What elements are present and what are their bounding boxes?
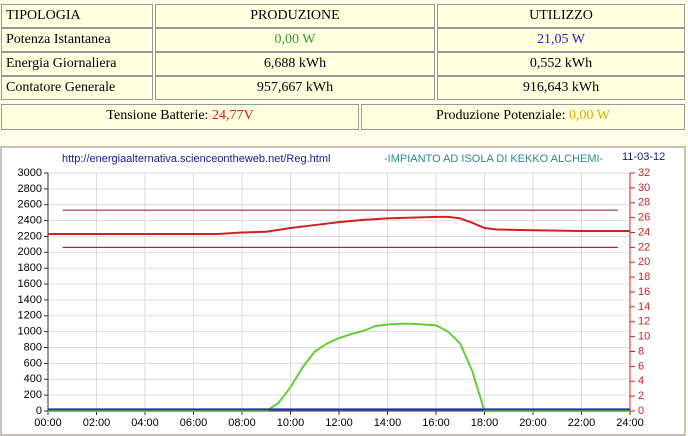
x-tick-label: 12:00 xyxy=(325,417,353,429)
chart-title: -IMPIANTO AD ISOLA DI KEKKO ALCHEMI- xyxy=(384,153,604,165)
y2-tick-label: 10 xyxy=(638,331,650,343)
y2-tick-label: 8 xyxy=(638,345,644,357)
y-tick-label: 3000 xyxy=(18,167,42,179)
text: Energia Giornaliera xyxy=(6,56,117,71)
text: 6,688 kWh xyxy=(263,56,327,71)
summary-cell: Produzione Potenziale: 0,00 W xyxy=(361,104,685,130)
y2-tick-label: 24 xyxy=(638,226,650,238)
x-tick-label: 20:00 xyxy=(519,417,547,429)
x-tick-label: 00:00 xyxy=(34,417,62,429)
x-tick-label: 02:00 xyxy=(83,417,111,429)
y-tick-label: 0 xyxy=(36,405,42,417)
table-cell: Energia Giornaliera xyxy=(1,52,153,76)
text: 21,05 W xyxy=(537,32,585,47)
text: PRODUZIONE xyxy=(250,8,340,23)
y2-tick-label: 6 xyxy=(638,360,644,372)
table-cell: 916,643 kWh xyxy=(437,76,685,100)
x-tick-label: 04:00 xyxy=(131,417,159,429)
chart-frame xyxy=(0,146,686,436)
table-cell: Potenza Istantanea xyxy=(1,28,153,52)
y-tick-label: 1800 xyxy=(18,262,42,274)
x-tick-label: 18:00 xyxy=(471,417,499,429)
x-tick-label: 06:00 xyxy=(180,417,208,429)
header-cell: UTILIZZO xyxy=(437,4,685,28)
text: 0,552 kWh xyxy=(529,56,593,71)
y-tick-label: 2200 xyxy=(18,230,42,242)
y2-tick-label: 0 xyxy=(638,405,644,417)
y-tick-label: 400 xyxy=(24,373,42,385)
y-tick-label: 600 xyxy=(24,357,42,369)
y2-tick-label: 12 xyxy=(638,316,650,328)
text: 916,643 kWh xyxy=(522,80,600,95)
chart: http://energiaalternativa.scienceonthewe… xyxy=(0,146,686,436)
y2-tick-label: 30 xyxy=(638,182,650,194)
y-tick-label: 2600 xyxy=(18,199,42,211)
text: 0,00 W xyxy=(274,32,316,47)
text: 0,00 W xyxy=(569,108,610,123)
y2-tick-label: 16 xyxy=(638,286,650,298)
y2-tick-label: 20 xyxy=(638,256,650,268)
x-tick-label: 10:00 xyxy=(277,417,305,429)
y2-tick-label: 26 xyxy=(638,212,650,224)
y-tick-label: 1200 xyxy=(18,310,42,322)
y2-tick-label: 32 xyxy=(638,167,650,179)
text: 24,77V xyxy=(211,108,254,123)
header-cell: PRODUZIONE xyxy=(155,4,435,28)
text: Contatore Generale xyxy=(6,80,116,95)
x-tick-label: 24:00 xyxy=(616,417,644,429)
x-tick-label: 08:00 xyxy=(228,417,256,429)
y2-tick-label: 14 xyxy=(638,301,650,313)
url: http://energiaalternativa.scienceonthewe… xyxy=(62,153,330,165)
table-cell: 0,552 kWh xyxy=(437,52,685,76)
y-tick-label: 200 xyxy=(24,389,42,401)
summary-cell: Tensione Batterie: 24,77V xyxy=(1,104,359,130)
y-tick-label: 1600 xyxy=(18,278,42,290)
y2-tick-label: 18 xyxy=(638,271,650,283)
x-tick-label: 16:00 xyxy=(422,417,450,429)
table-cell: 21,05 W xyxy=(437,28,685,52)
y2-tick-label: 28 xyxy=(638,197,650,209)
y2-tick-label: 22 xyxy=(638,241,650,253)
text: Produzione Potenziale: xyxy=(436,108,569,123)
y2-tick-label: 4 xyxy=(638,375,644,387)
y-tick-label: 1400 xyxy=(18,294,42,306)
y-tick-label: 800 xyxy=(24,341,42,353)
series-line xyxy=(48,322,630,412)
y2-tick-label: 2 xyxy=(638,390,644,402)
x-tick-label: 14:00 xyxy=(374,417,402,429)
x-tick-label: 22:00 xyxy=(568,417,596,429)
text: Tensione Batterie: xyxy=(106,108,212,123)
y-tick-label: 2800 xyxy=(18,183,42,195)
table-cell: Contatore Generale xyxy=(1,76,153,100)
y-tick-label: 2000 xyxy=(18,246,42,258)
table-cell: 0,00 W xyxy=(155,28,435,52)
text: TIPOLOGIA xyxy=(6,8,81,23)
text: Potenza Istantanea xyxy=(6,32,111,47)
text: UTILIZZO xyxy=(529,8,593,23)
table-cell: 6,688 kWh xyxy=(155,52,435,76)
text: 957,667 kWh xyxy=(256,80,334,95)
series-line xyxy=(48,215,630,235)
date: 11-03-12 xyxy=(622,151,665,163)
y-tick-label: 1000 xyxy=(18,326,42,338)
table-cell: 957,667 kWh xyxy=(155,76,435,100)
header-cell: TIPOLOGIA xyxy=(1,4,153,28)
y-tick-label: 2400 xyxy=(18,215,42,227)
